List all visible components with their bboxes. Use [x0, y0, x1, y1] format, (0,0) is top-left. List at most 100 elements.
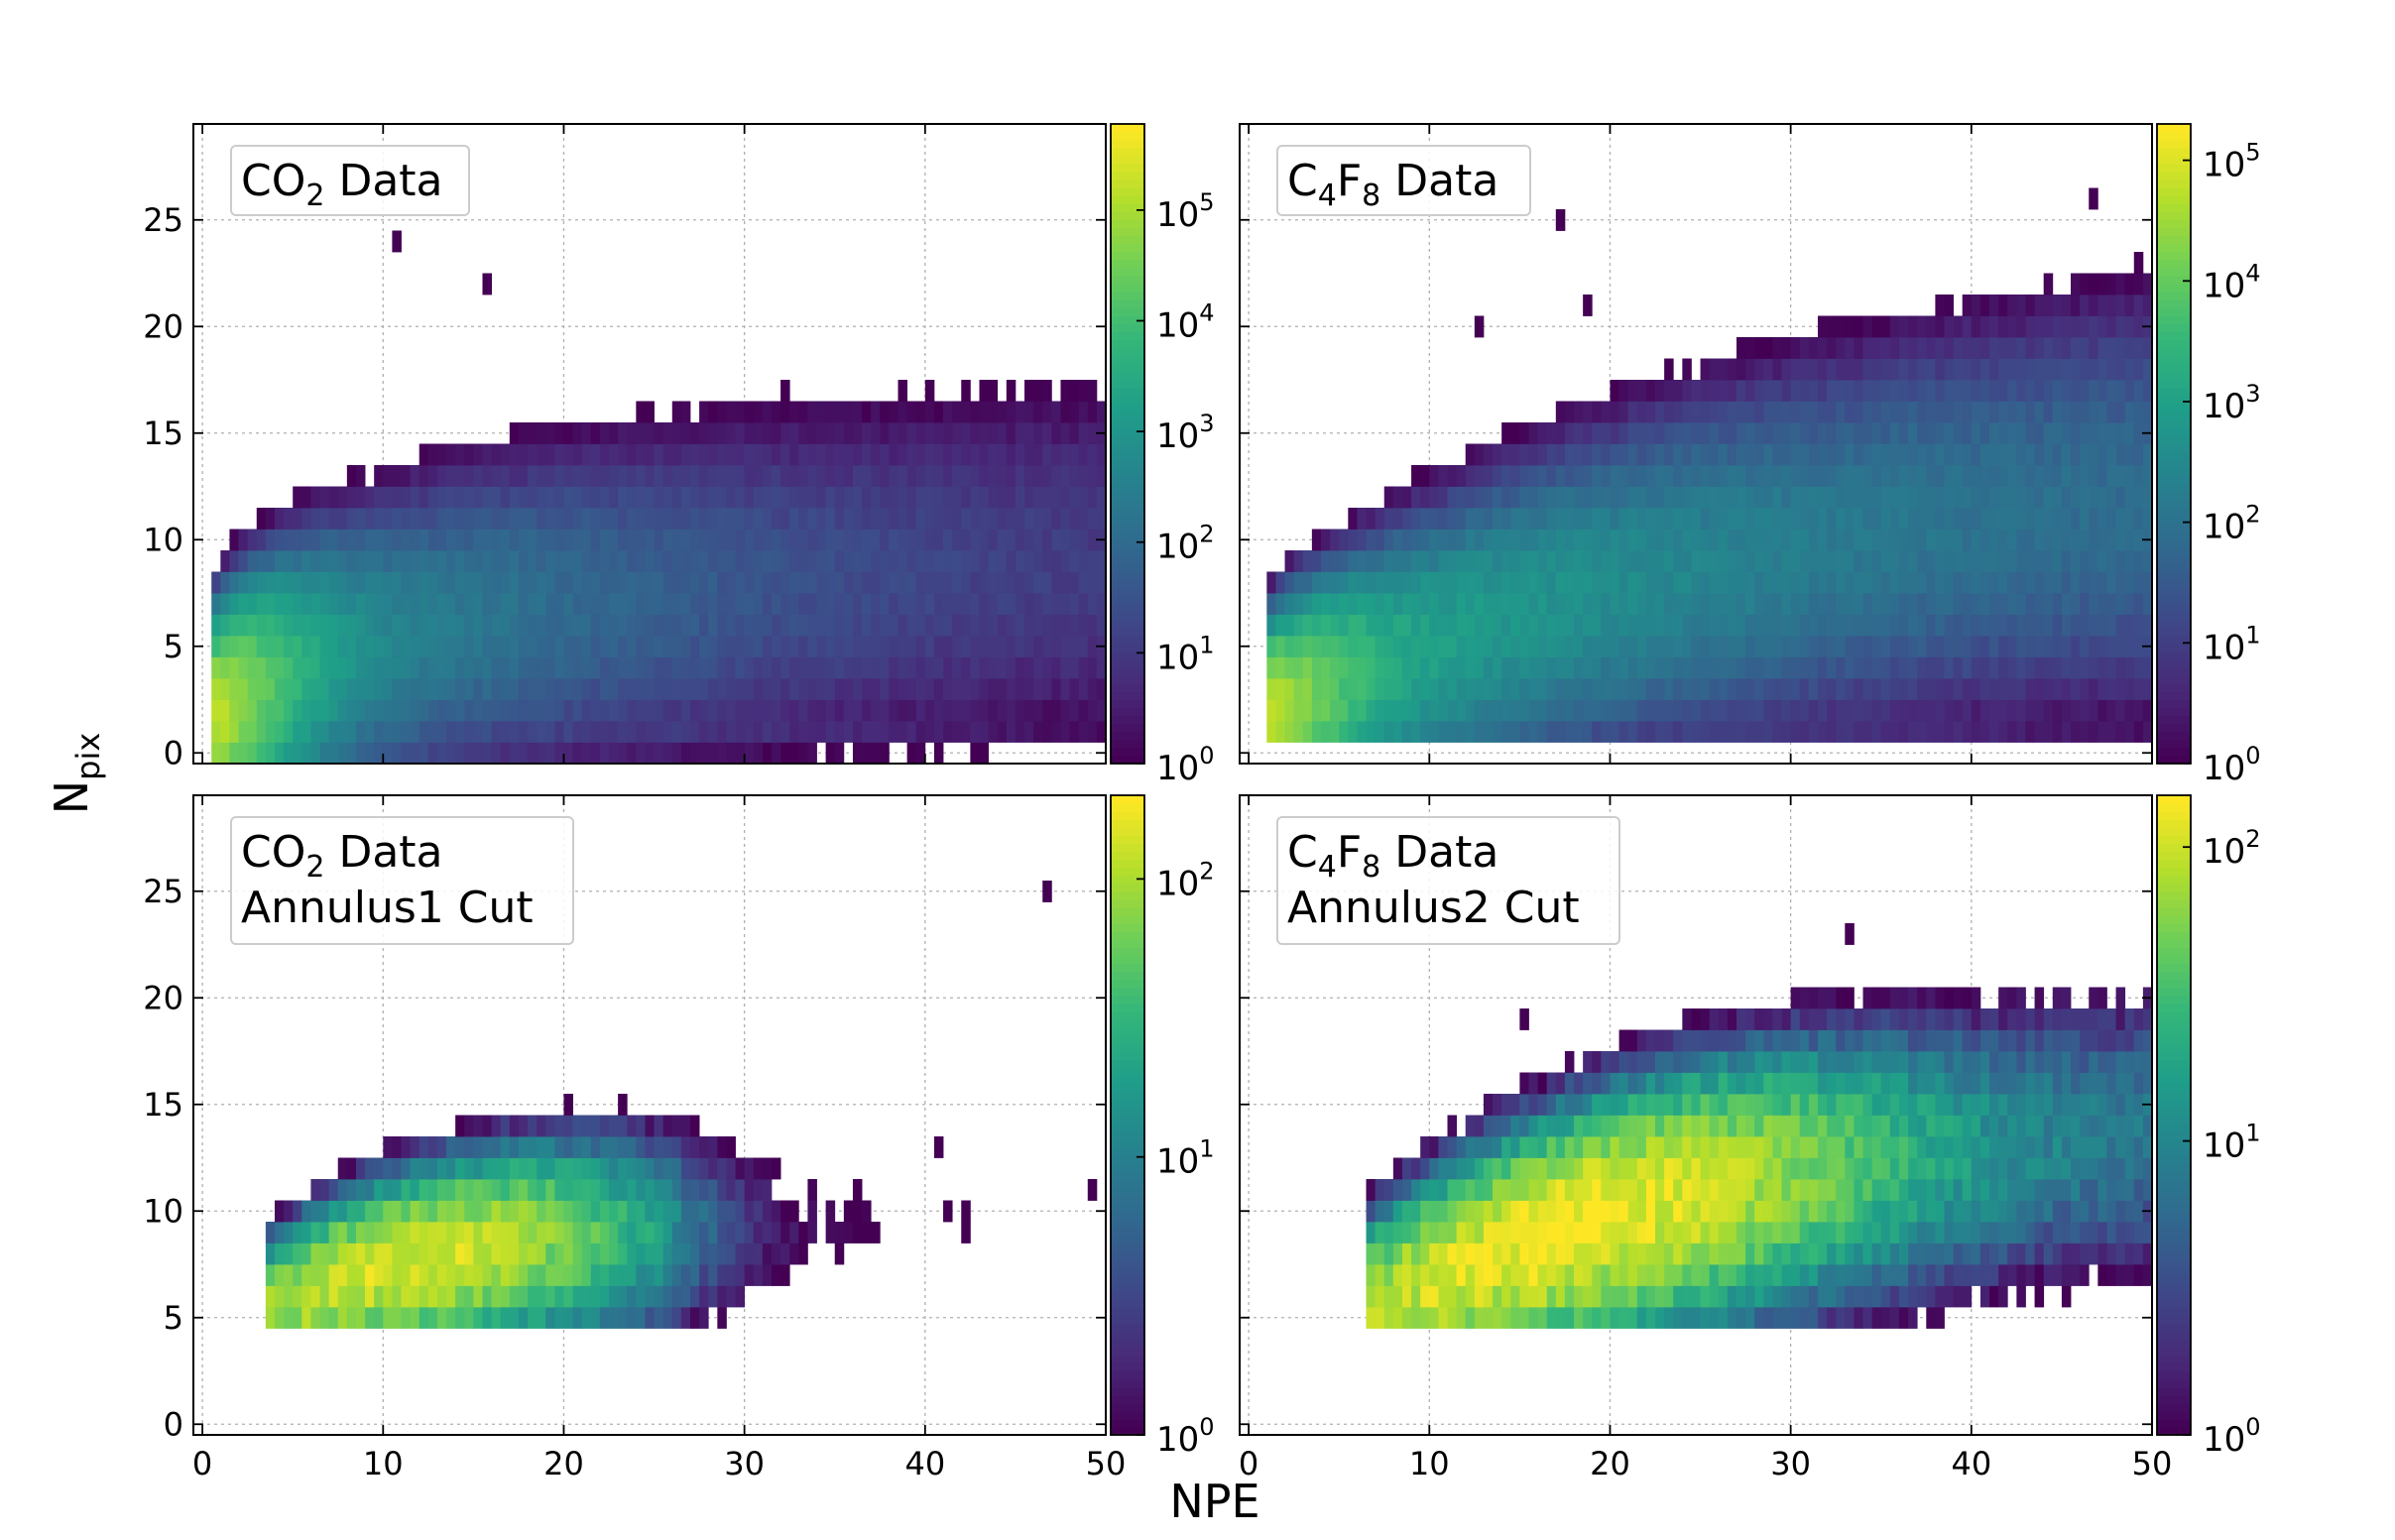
- heatmap-bin: [915, 443, 926, 466]
- heatmap-bin: [1989, 699, 1999, 722]
- heatmap-bin: [1555, 593, 1566, 615]
- heatmap-bin: [726, 742, 736, 764]
- heatmap-bin: [609, 1307, 619, 1329]
- heatmap-bin: [1033, 401, 1043, 423]
- heatmap-bin: [1871, 571, 1882, 594]
- heatmap-bin: [310, 1307, 320, 1329]
- heatmap-bin: [1736, 1008, 1746, 1030]
- heatmap-bin: [590, 1222, 601, 1244]
- heatmap-bin: [2016, 550, 2026, 572]
- heatmap-bin: [1691, 529, 1701, 551]
- heatmap-bin: [1700, 721, 1711, 743]
- heatmap-bin: [1493, 443, 1502, 466]
- heatmap-bin: [1456, 593, 1467, 615]
- heatmap-bin: [1979, 571, 1990, 594]
- heatmap-bin: [1754, 636, 1764, 657]
- colorbar-step: [1111, 363, 1144, 373]
- heatmap-bin: [1015, 656, 1025, 679]
- heatmap-bin: [293, 1222, 302, 1244]
- heatmap-bin: [1275, 593, 1285, 615]
- heatmap-bin: [1627, 1072, 1638, 1095]
- heatmap-bin: [871, 465, 881, 487]
- colorbar-step: [1111, 260, 1144, 269]
- colorbar-step: [1111, 906, 1144, 916]
- heatmap-bin: [654, 1243, 664, 1265]
- heatmap-bin: [1808, 1051, 1819, 1073]
- heatmap-bin: [1051, 656, 1061, 679]
- heatmap-bin: [1827, 571, 1837, 594]
- heatmap-bin: [1709, 678, 1720, 700]
- heatmap-bin: [2016, 358, 2026, 381]
- heatmap-bin: [2016, 422, 2026, 444]
- heatmap-bin: [1033, 571, 1043, 594]
- heatmap-bin: [1799, 656, 1810, 679]
- heatmap-bin: [1537, 465, 1548, 487]
- heatmap-bin: [1871, 550, 1882, 572]
- colorbar-step: [2157, 276, 2191, 285]
- heatmap-bin: [2097, 614, 2107, 637]
- heatmap-bin: [1592, 422, 1602, 444]
- heatmap-bin: [293, 656, 302, 679]
- heatmap-bin: [970, 721, 980, 743]
- heatmap-bin: [627, 1222, 637, 1244]
- heatmap-bin: [1790, 656, 1801, 679]
- heatmap-bin: [1962, 721, 1973, 743]
- heatmap-bin: [2089, 614, 2098, 637]
- heatmap-bin: [1763, 571, 1773, 594]
- heatmap-bin: [2080, 315, 2090, 338]
- heatmap-bin: [1962, 422, 1973, 444]
- heatmap-bin: [1781, 656, 1792, 679]
- heatmap-bin: [699, 1136, 709, 1158]
- heatmap-bin: [1574, 401, 1584, 423]
- heatmap-bin: [1736, 571, 1746, 594]
- colorbar-step: [1111, 179, 1144, 189]
- heatmap-bin: [852, 550, 863, 572]
- heatmap-bin: [1808, 337, 1819, 359]
- heatmap-bin: [1944, 380, 1955, 402]
- heatmap-bin: [609, 1179, 619, 1201]
- heatmap-bin: [1998, 550, 2008, 572]
- heatmap-bin: [1078, 593, 1089, 615]
- heatmap-bin: [952, 550, 962, 572]
- heatmap-bin: [834, 1243, 845, 1265]
- heatmap-bin: [2061, 295, 2072, 316]
- heatmap-bin: [1601, 422, 1611, 444]
- heatmap-bin: [1871, 443, 1882, 466]
- heatmap-bin: [1808, 1115, 1819, 1137]
- heatmap-bin: [1519, 1222, 1529, 1244]
- heatmap-bin: [671, 678, 682, 700]
- heatmap-bin: [1817, 1243, 1828, 1265]
- heatmap-bin: [1736, 1072, 1746, 1095]
- heatmap-bin: [1610, 1307, 1619, 1329]
- heatmap-bin: [654, 1157, 664, 1180]
- heatmap-bin: [554, 571, 564, 594]
- heatmap-bin: [1501, 1115, 1511, 1137]
- heatmap-bin: [1015, 529, 1025, 551]
- heatmap-bin: [464, 678, 474, 700]
- heatmap-bin: [337, 1200, 348, 1223]
- heatmap-bin: [1060, 721, 1070, 743]
- heatmap-bin: [410, 1179, 420, 1201]
- heatmap-bin: [1546, 1285, 1557, 1308]
- heatmap-bin: [1420, 1200, 1430, 1223]
- heatmap-bin: [2052, 529, 2063, 551]
- heatmap-bin: [1781, 401, 1792, 423]
- heatmap-bin: [1024, 656, 1034, 679]
- heatmap-bin: [1474, 678, 1485, 700]
- heatmap-bin: [2061, 699, 2072, 722]
- heatmap-bin: [337, 614, 348, 637]
- heatmap-bin: [1889, 656, 1900, 679]
- heatmap-bin: [1700, 571, 1711, 594]
- heatmap-bin: [1790, 1285, 1801, 1308]
- heatmap-bin: [1718, 1094, 1729, 1116]
- heatmap-bin: [906, 550, 917, 572]
- heatmap-bin: [961, 486, 971, 509]
- heatmap-bin: [816, 614, 827, 637]
- heatmap-bin: [545, 721, 555, 743]
- heatmap-bin: [284, 614, 294, 637]
- heatmap-bin: [1953, 422, 1964, 444]
- heatmap-bin: [1636, 401, 1647, 423]
- heatmap-bin: [455, 1200, 465, 1223]
- heatmap-bin: [671, 1200, 682, 1223]
- heatmap-bin: [708, 571, 718, 594]
